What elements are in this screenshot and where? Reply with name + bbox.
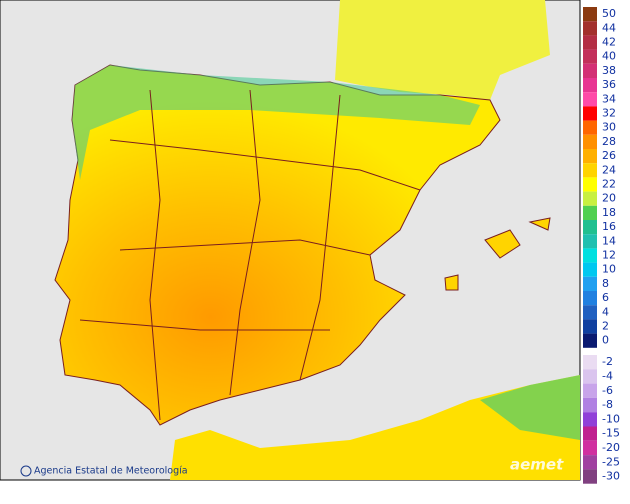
legend-label: -25 <box>602 455 620 468</box>
legend-label: 36 <box>602 78 616 91</box>
legend-swatch <box>583 78 597 93</box>
legend-swatch <box>583 149 597 164</box>
legend-label: 40 <box>602 50 616 63</box>
legend-swatch <box>583 248 597 263</box>
legend-label: 26 <box>602 149 616 162</box>
legend-label: 14 <box>602 234 616 247</box>
legend-swatch <box>583 355 597 370</box>
france <box>335 0 550 100</box>
legend-label: 24 <box>602 163 616 176</box>
legend-label: 38 <box>602 64 616 77</box>
legend-label: -6 <box>602 384 613 397</box>
legend-label: 10 <box>602 263 616 276</box>
legend-label: 2 <box>602 320 609 333</box>
legend-label: 50 <box>602 7 616 20</box>
legend-swatch <box>583 35 597 50</box>
legend-label: -15 <box>602 427 620 440</box>
credit: Agencia Estatal de Meteorología <box>34 466 188 477</box>
legend-swatch <box>583 163 597 178</box>
legend-label: -20 <box>602 441 620 454</box>
province-borders <box>79 89 421 421</box>
legend-swatch <box>583 234 597 249</box>
legend-label: -4 <box>602 369 613 382</box>
legend-swatch <box>583 262 597 277</box>
legend-label: 30 <box>602 121 616 134</box>
legend-swatch <box>583 426 597 441</box>
legend-swatch <box>583 63 597 78</box>
logo: aemet <box>510 456 564 474</box>
legend-swatch <box>583 383 597 398</box>
legend-swatch <box>583 305 597 320</box>
north-cool-zone <box>72 65 480 180</box>
africa <box>170 375 580 480</box>
legend-label: -30 <box>602 470 620 483</box>
legend-label: -10 <box>602 412 620 425</box>
legend-label: 6 <box>602 291 609 304</box>
legend-swatch <box>583 319 597 334</box>
legend-label: -8 <box>602 398 613 411</box>
legend-label: 22 <box>602 178 616 191</box>
legend-swatch <box>583 455 597 470</box>
legend-swatch <box>583 177 597 192</box>
legend-swatch <box>583 106 597 121</box>
legend-label: 20 <box>602 192 616 205</box>
legend-swatch <box>583 469 597 484</box>
legend-label: 0 <box>602 334 609 347</box>
legend-swatch <box>583 291 597 306</box>
legend-swatch <box>583 369 597 384</box>
legend-swatch <box>583 333 597 348</box>
legend-label: 34 <box>602 92 616 105</box>
legend-label: -2 <box>602 355 613 368</box>
legend-swatch <box>583 191 597 206</box>
legend-swatch <box>583 412 597 427</box>
legend-swatch <box>583 276 597 291</box>
legend-swatch <box>583 397 597 413</box>
legend-label: 28 <box>602 135 616 148</box>
legend-swatch <box>583 7 597 22</box>
legend-label: 44 <box>602 21 616 34</box>
balearic-islands <box>444 217 551 291</box>
legend-swatch <box>583 21 597 36</box>
legend-label: 32 <box>602 107 616 120</box>
legend-swatch <box>583 120 597 135</box>
legend-swatch <box>583 92 597 107</box>
atlas-cool-zone <box>480 375 580 440</box>
legend-label: 4 <box>602 305 609 318</box>
legend-swatch <box>583 220 597 235</box>
legend-swatch <box>583 205 597 220</box>
legend-label: 12 <box>602 249 616 262</box>
legend: 5044424038363432302826242220181614121086… <box>583 7 620 484</box>
legend-label: 18 <box>602 206 616 219</box>
legend-label: 8 <box>602 277 609 290</box>
credit-icon <box>20 465 32 477</box>
legend-swatch <box>583 134 597 149</box>
legend-label: 16 <box>602 220 616 233</box>
legend-label: 42 <box>602 36 616 49</box>
legend-swatch <box>583 49 597 64</box>
legend-swatch <box>583 440 597 456</box>
